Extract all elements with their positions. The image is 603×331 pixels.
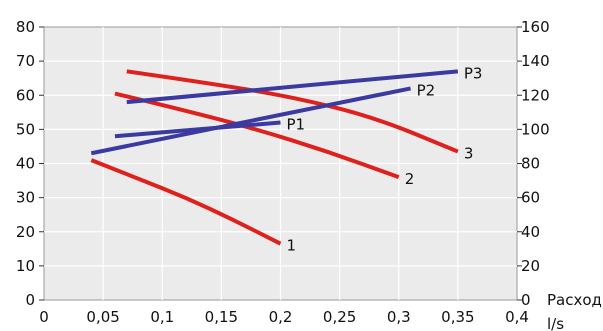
series-lines (90, 69, 459, 246)
series-line-p1 (114, 120, 281, 139)
series-line-1 (90, 158, 282, 246)
series-line-2 (114, 91, 400, 180)
x-tick-label: 0,15 (205, 308, 238, 326)
left-y-tick-label: 50 (16, 120, 35, 138)
x-tick-label: 0,4 (505, 308, 529, 326)
series-labels: 1 2 3 P1 P2 P3 (287, 64, 483, 254)
x-tick-label: 0,1 (150, 308, 174, 326)
series-label-2: 2 (405, 170, 415, 188)
left-y-axis-ticks: 0 10 20 30 40 50 60 70 80 (16, 18, 44, 309)
right-y-tick-label: 40 (521, 223, 540, 241)
x-axis-label-unit: l/s (547, 315, 564, 331)
x-tick-label: 0 (39, 308, 49, 326)
left-y-tick-label: 40 (16, 155, 35, 173)
series-label-p2: P2 (417, 81, 436, 99)
right-y-axis-ticks: 0 20 40 60 80 100 120 140 160 (517, 18, 550, 309)
series-label-p1: P1 (287, 116, 306, 134)
series-label-p3: P3 (464, 64, 483, 82)
left-y-tick-label: 80 (16, 18, 35, 36)
right-y-tick-label: 160 (521, 18, 550, 36)
x-tick-label: 0,3 (387, 308, 411, 326)
right-y-tick-label: 100 (521, 120, 550, 138)
series-line-p2 (90, 86, 411, 156)
right-y-tick-label: 80 (521, 155, 540, 173)
right-y-tick-label: 140 (521, 52, 550, 70)
x-axis-label-name: Расход (547, 291, 602, 309)
left-y-tick-label: 30 (16, 189, 35, 207)
right-y-tick-label: 20 (521, 257, 540, 275)
left-y-tick-label: 60 (16, 86, 35, 104)
series-label-3: 3 (464, 145, 474, 163)
right-y-tick-label: 120 (521, 86, 550, 104)
x-tick-label: 0,35 (441, 308, 474, 326)
left-y-tick-label: 70 (16, 52, 35, 70)
series-line-3 (126, 69, 459, 154)
left-y-tick-label: 10 (16, 257, 35, 275)
x-axis-ticks: 0 0,05 0,1 0,15 0,2 0,25 0,3 0,35 0,4 (39, 308, 529, 326)
right-y-tick-label: 60 (521, 189, 540, 207)
x-tick-label: 0,05 (86, 308, 119, 326)
x-tick-label: 0,2 (269, 308, 293, 326)
x-tick-label: 0,25 (323, 308, 356, 326)
series-line-p3 (126, 69, 459, 105)
series-label-1: 1 (287, 237, 297, 255)
right-y-tick-label: 0 (521, 291, 531, 309)
left-y-tick-label: 0 (25, 291, 35, 309)
left-y-tick-label: 20 (16, 223, 35, 241)
